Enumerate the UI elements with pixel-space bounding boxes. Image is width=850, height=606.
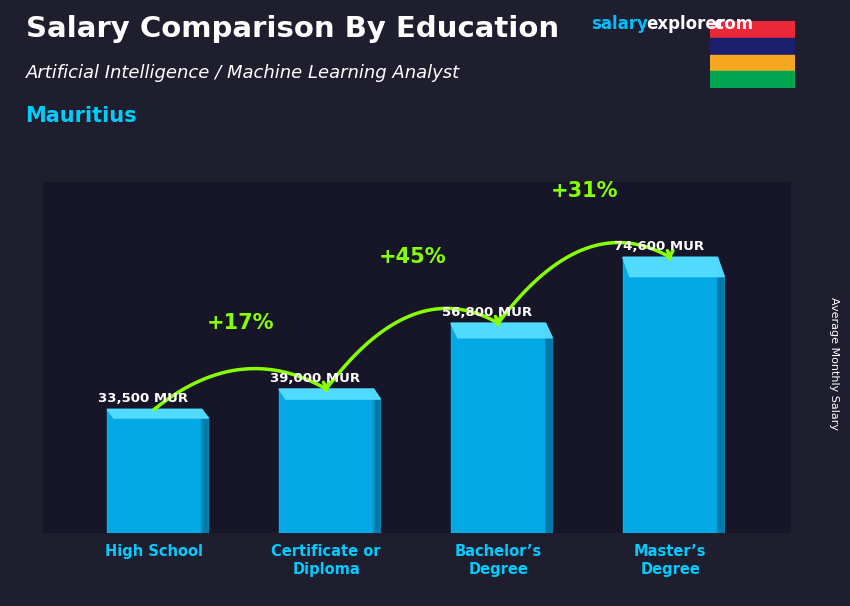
Bar <box>710 72 795 88</box>
Text: Salary Comparison By Education: Salary Comparison By Education <box>26 15 558 43</box>
Text: Artificial Intelligence / Machine Learning Analyst: Artificial Intelligence / Machine Learni… <box>26 64 460 82</box>
Polygon shape <box>717 258 724 533</box>
Text: 56,800 MUR: 56,800 MUR <box>442 305 532 319</box>
Text: 74,600 MUR: 74,600 MUR <box>615 240 705 253</box>
Polygon shape <box>107 409 201 533</box>
Text: 39,000 MUR: 39,000 MUR <box>270 371 360 385</box>
Polygon shape <box>623 258 724 276</box>
Text: Average Monthly Salary: Average Monthly Salary <box>829 297 839 430</box>
Bar <box>710 21 795 38</box>
Bar <box>710 38 795 55</box>
Polygon shape <box>279 389 373 533</box>
Polygon shape <box>279 389 381 399</box>
Text: +31%: +31% <box>551 181 618 201</box>
Polygon shape <box>373 389 381 533</box>
Text: 33,500 MUR: 33,500 MUR <box>99 392 189 405</box>
Polygon shape <box>450 323 552 338</box>
Bar <box>710 55 795 72</box>
Polygon shape <box>201 409 208 533</box>
Text: +45%: +45% <box>378 247 446 267</box>
Text: Mauritius: Mauritius <box>26 106 137 126</box>
Polygon shape <box>623 258 717 533</box>
Text: +17%: +17% <box>207 313 274 333</box>
Text: .com: .com <box>708 15 753 33</box>
Polygon shape <box>546 323 552 533</box>
Text: salary: salary <box>591 15 648 33</box>
Text: explorer: explorer <box>646 15 725 33</box>
Polygon shape <box>107 409 208 418</box>
Polygon shape <box>450 323 546 533</box>
